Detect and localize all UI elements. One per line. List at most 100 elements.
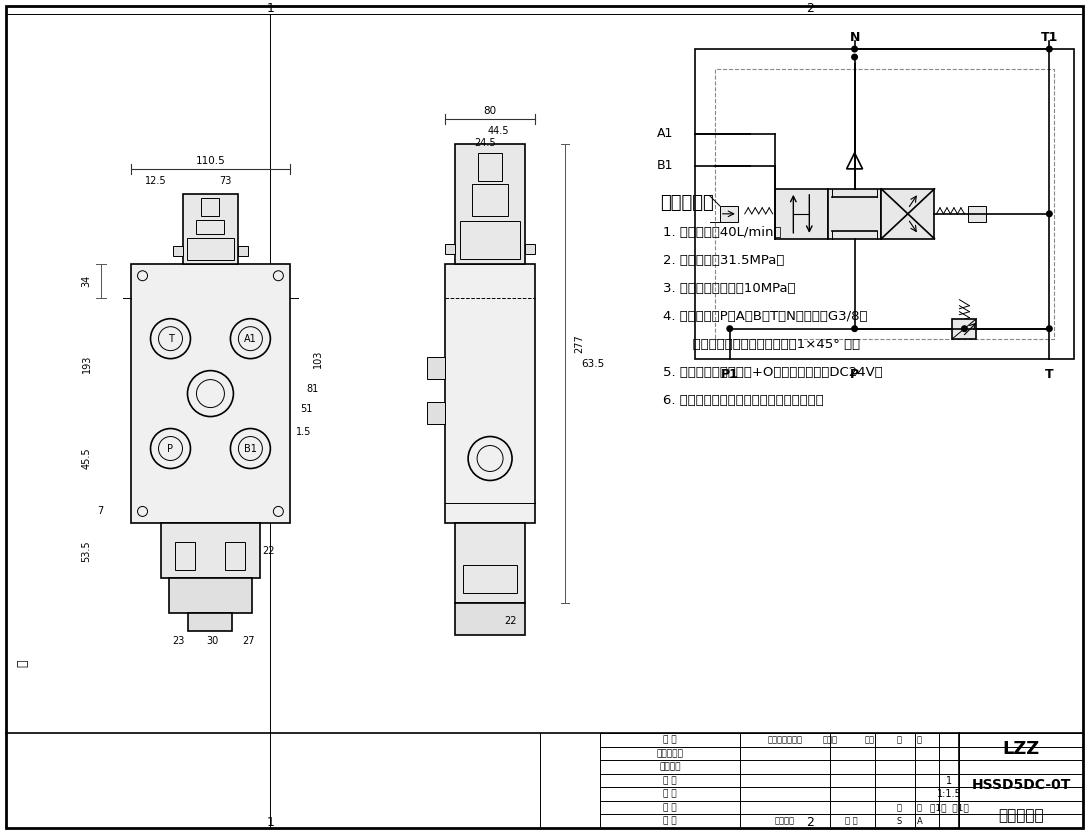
Text: P: P [168,443,173,453]
Circle shape [852,325,858,332]
Circle shape [1045,325,1053,332]
Bar [600,733,1084,828]
Bar [714,69,1054,339]
Text: N: N [849,31,860,43]
Text: 日期: 日期 [865,736,874,745]
Text: T: T [168,334,173,344]
Text: 63.5: 63.5 [582,359,604,369]
Text: 工艺检查: 工艺检查 [659,762,681,771]
Bar [173,246,183,256]
Text: 描 图: 描 图 [663,790,676,799]
Text: T1: T1 [1041,31,1059,43]
Text: 制 图: 制 图 [663,803,676,812]
Circle shape [726,325,733,332]
Text: 校 对: 校 对 [663,776,676,785]
Text: 110.5: 110.5 [196,156,225,166]
Text: 共1张  第1张: 共1张 第1张 [930,803,969,812]
Bar [774,189,828,239]
Text: 24.5: 24.5 [475,138,495,148]
Bar [720,206,737,222]
Text: 193: 193 [82,354,91,373]
Text: 53.5: 53.5 [82,540,91,561]
Text: 1. 额定流量：40L/min；: 1. 额定流量：40L/min； [663,226,781,239]
Text: 1: 1 [267,816,274,829]
Bar [188,613,232,631]
Text: 3. 安全阀调定压力：10MPa；: 3. 安全阀调定压力：10MPa； [663,282,795,295]
Bar [968,206,987,222]
Text: 5. 控制方式：电磁控制+O型阀杆；电压：DC24V；: 5. 控制方式：电磁控制+O型阀杆；电压：DC24V； [663,366,882,379]
Text: 73: 73 [219,176,232,186]
Text: B1: B1 [244,443,257,453]
Text: 34: 34 [82,275,91,287]
Text: S: S [897,816,902,826]
Text: 一联多路阀: 一联多路阀 [999,808,1044,823]
Text: LZZ: LZZ [1003,741,1040,758]
Bar [455,144,525,264]
Bar [169,578,253,613]
Text: 标准化检查: 标准化检查 [657,749,683,758]
Text: 80: 80 [484,106,497,116]
Text: B1: B1 [657,159,673,172]
Bar [953,319,977,339]
Text: P: P [851,368,859,382]
Bar [160,523,260,578]
Text: 277: 277 [574,334,584,353]
Text: 1: 1 [267,2,274,15]
Text: 7: 7 [98,506,103,516]
Text: 2. 额定压力：31.5MPa；: 2. 额定压力：31.5MPa； [663,254,784,267]
Circle shape [960,325,968,332]
Text: A: A [917,816,922,826]
Text: 81: 81 [306,383,318,394]
Text: 备 记: 备 记 [663,736,676,745]
Text: 例: 例 [917,803,922,812]
Text: 4. 油口尺寸：P、A、B、T、N油口均为G3/8；: 4. 油口尺寸：P、A、B、T、N油口均为G3/8； [663,310,867,322]
Bar [196,220,224,234]
Bar [237,246,248,256]
Text: 1.5: 1.5 [295,426,311,436]
Circle shape [1045,46,1053,52]
Bar [828,189,881,239]
Text: 30: 30 [206,636,219,646]
Text: 2: 2 [806,816,813,829]
Text: 记: 记 [16,660,29,667]
Bar [525,244,535,254]
Text: 更改内容或依据: 更改内容或依据 [767,736,803,745]
Text: 23: 23 [172,636,185,646]
Bar [463,566,517,593]
Text: 12.5: 12.5 [145,176,167,186]
Bar [881,189,934,239]
Bar [478,153,502,181]
Text: 批: 批 [897,736,902,745]
Bar [183,194,237,264]
Bar [445,264,535,523]
Text: 更改人: 更改人 [822,736,837,745]
Text: 技术要求：: 技术要求： [660,194,713,212]
Text: T: T [1045,368,1054,382]
Text: 2: 2 [806,2,813,15]
Text: HSSD5DC-0T: HSSD5DC-0T [971,778,1072,791]
Text: 22: 22 [504,616,516,626]
Bar [455,603,525,636]
Text: 1: 1 [946,776,953,786]
Bar [695,49,1074,359]
Bar [473,184,509,216]
Bar [445,244,455,254]
Text: 103: 103 [314,350,323,368]
Text: 51: 51 [301,403,313,413]
Bar [201,198,220,216]
Text: A1: A1 [244,334,257,344]
Text: 数 量: 数 量 [845,816,858,826]
Bar [461,221,521,259]
Text: 22: 22 [262,546,274,556]
Text: 图样标记: 图样标记 [774,816,795,826]
Text: 45.5: 45.5 [82,447,91,469]
Text: 1:1.5: 1:1.5 [938,789,962,799]
Text: 27: 27 [242,636,255,646]
Text: P1: P1 [721,368,738,382]
Bar [175,542,195,571]
Bar [225,542,245,571]
Circle shape [852,46,858,52]
Text: 准: 准 [917,736,922,745]
Bar [455,523,525,603]
Text: 比: 比 [897,803,902,812]
